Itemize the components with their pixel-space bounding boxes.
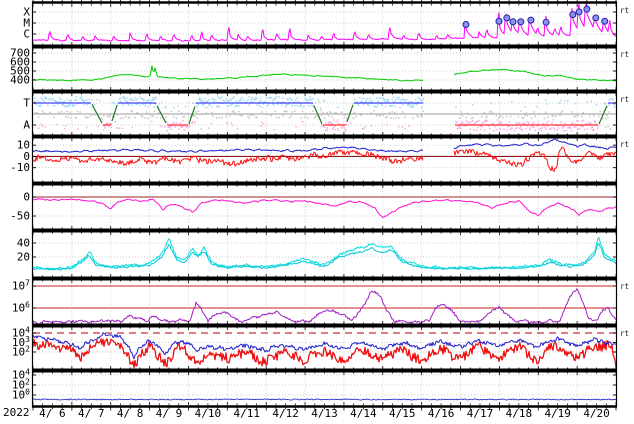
y-tick-label: 500 [10,65,30,78]
x-tick-label: 4/18 [506,407,533,420]
panel-imf-bt-bz: 100-10 rt [10,138,629,182]
y-tick-label: 600 [10,56,30,69]
flare-event-marker [509,18,517,26]
y-tick-label: 100 [12,388,30,402]
realtime-flag-label: rt [620,282,629,291]
x-tick-label: 4/20 [583,407,610,420]
y-tick-label: 0 [23,191,30,204]
y-tick-label: 106 [12,301,30,315]
realtime-flag-label: rt [620,140,629,149]
y-tick-label: 103 [12,335,30,349]
x-tick-label: 4/17 [467,407,494,420]
sector-dots-away [37,119,612,132]
y-tick-label: 102 [12,344,30,358]
x-tick-label: 4/16 [428,407,455,420]
sector-state-line [346,104,354,123]
realtime-flag-label: rt [620,6,629,15]
flare-event-marker [569,11,577,19]
x-tick-label: 4/11 [234,407,261,420]
y-tick-label: 400 [10,74,30,87]
sector-dots-mixed [34,109,612,121]
flare-event-marker [503,14,511,22]
sector-state-line [156,105,167,124]
series-flux-blue [32,332,617,360]
flare-event-marker [542,18,550,26]
x-tick-label: 4/19 [544,407,571,420]
flare-event-marker [527,16,535,24]
y-tick-label: 40 [17,236,30,249]
sector-state-line [195,102,314,105]
series-proton-background [32,398,617,401]
y-tick-label: 20 [17,250,30,263]
realtime-flag-label: rt [620,95,629,104]
panel-dst-index: 0-50 [10,185,617,229]
realtime-flag-label: rt [620,329,629,338]
y-tick-label: 104 [12,368,30,382]
x-tick-label: 4/15 [389,407,416,420]
series-dst [32,198,617,218]
series-density-b [32,243,617,271]
y-tick-label: T [23,96,30,109]
y-tick-label: 700 [10,47,30,60]
sector-state-line [313,105,323,124]
x-tick-label: 4/12 [272,407,299,420]
sector-state-line [188,106,196,124]
y-tick-label: 107 [12,279,30,293]
y-tick-label: C [23,28,30,41]
sector-dots-toward [34,95,616,109]
series-bt [32,138,617,153]
x-tick-label: 4/ 6 [39,407,66,420]
series-xray-long-band [32,3,617,42]
y-tick-label: M [23,17,30,30]
y-tick-label: 104 [12,325,30,339]
x-tick-label: 4/10 [195,407,222,420]
x-tick-label: 4/ 9 [156,407,183,420]
y-tick-label: X [23,6,30,19]
y-tick-label: 10 [17,139,30,152]
y-tick-label: A [23,119,30,132]
series-bz [32,146,617,172]
flare-event-marker [495,17,503,25]
flare-event-marker [517,18,525,26]
x-tick-label: 4/ 8 [117,407,144,420]
series-flux-red [32,338,617,369]
flare-event-marker [462,21,470,29]
x-tick-label: 4/ 7 [78,407,105,420]
series-electron [32,288,617,325]
flare-event-marker [583,5,591,13]
x-tick-label: 4/13 [311,407,338,420]
realtime-flag-label: rt [620,50,629,59]
sector-state-line [91,104,103,124]
y-tick-label: -50 [10,210,30,223]
series-wind-speed [32,65,616,82]
x-axis-year-label: 2022 [3,406,30,419]
sector-state-line [111,105,118,122]
sector-state-line [103,123,112,126]
y-tick-label: 0 [23,150,30,163]
series-density-a [32,237,617,271]
flare-event-marker [601,17,609,25]
sector-state-line [118,102,157,105]
x-tick-label: 4/14 [350,407,377,420]
flare-event-marker [575,8,583,16]
sector-state-line [598,105,608,125]
flare-event-marker [592,14,600,22]
y-tick-label: 102 [12,378,30,392]
y-tick-label: -10 [10,161,30,174]
panel-electron-flux: 107 106 rt [12,279,629,325]
